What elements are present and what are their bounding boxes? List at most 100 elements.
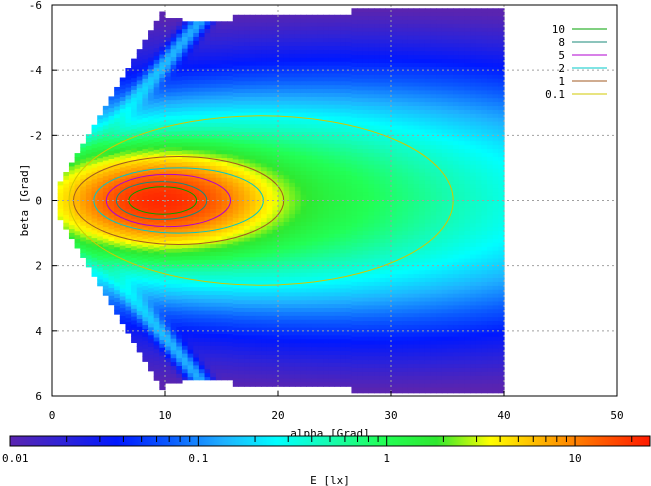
heatmap-cell xyxy=(221,107,228,112)
heatmap-cell xyxy=(170,326,177,332)
heatmap-cell xyxy=(311,241,319,247)
heatmap-cell xyxy=(362,231,369,236)
heatmap-cell xyxy=(334,57,341,63)
heatmap-cell xyxy=(294,30,302,35)
heatmap-cell xyxy=(198,40,206,46)
heatmap-cell xyxy=(170,111,177,117)
heatmap-cell xyxy=(170,96,177,101)
heatmap-cell xyxy=(334,268,341,274)
heatmap-cell xyxy=(210,310,217,316)
heatmap-cell xyxy=(215,21,223,26)
heatmap-cell xyxy=(311,167,319,172)
heatmap-cell xyxy=(153,188,160,194)
heatmap-cell xyxy=(272,30,279,35)
heatmap-cell xyxy=(176,166,183,172)
heatmap-cell xyxy=(210,64,217,69)
heatmap-cell xyxy=(283,100,290,106)
heatmap-cell xyxy=(142,360,149,362)
heatmap-cell xyxy=(306,308,313,313)
heatmap-cell xyxy=(272,116,279,121)
heatmap-cell xyxy=(238,65,245,71)
heatmap-cell xyxy=(85,216,93,221)
heatmap-cell xyxy=(165,350,172,355)
heatmap-cell xyxy=(379,227,386,232)
heatmap-cell xyxy=(204,298,211,304)
heatmap-cell xyxy=(249,335,256,340)
heatmap-cell xyxy=(351,12,358,17)
heatmap-cell xyxy=(379,12,386,17)
heatmap-cell xyxy=(283,159,290,164)
heatmap-cell xyxy=(272,42,279,47)
heatmap-cell xyxy=(142,172,149,178)
heatmap-cell xyxy=(272,378,279,383)
heatmap-cell xyxy=(368,117,375,123)
heatmap-cell xyxy=(289,378,296,383)
heatmap-cell xyxy=(210,173,217,179)
heatmap-cell xyxy=(244,112,251,118)
heatmap-cell xyxy=(306,225,313,231)
heatmap-cell xyxy=(153,173,160,178)
heatmap-cell xyxy=(119,312,127,317)
heatmap-cell xyxy=(165,276,172,281)
heatmap-cell xyxy=(255,81,262,86)
heatmap-cell xyxy=(227,138,234,144)
heatmap-cell xyxy=(278,182,285,188)
heatmap-cell xyxy=(176,236,183,242)
heatmap-cell xyxy=(283,292,290,297)
heatmap-cell xyxy=(311,65,319,71)
heatmap-cell xyxy=(317,354,324,360)
heatmap-cell xyxy=(176,209,183,215)
heatmap-cell xyxy=(328,335,336,340)
heatmap-cell xyxy=(379,211,386,217)
heatmap-cell xyxy=(317,347,324,352)
heatmap-cell xyxy=(266,327,273,333)
heatmap-cell xyxy=(176,248,183,254)
heatmap-cell xyxy=(227,330,234,335)
heatmap-cell xyxy=(176,283,183,289)
heatmap-cell xyxy=(278,335,285,340)
heatmap-cell xyxy=(323,65,330,71)
heatmap-cell xyxy=(374,16,381,21)
heatmap-cell xyxy=(306,331,313,336)
heatmap-cell xyxy=(153,310,160,315)
heatmap-cell xyxy=(215,44,223,50)
heatmap-cell xyxy=(80,214,87,219)
heatmap-cell xyxy=(159,371,166,376)
heatmap-cell xyxy=(170,221,177,226)
heatmap-cell xyxy=(198,236,206,241)
heatmap-cell xyxy=(210,193,217,198)
heatmap-cell xyxy=(362,117,369,123)
heatmap-cell xyxy=(283,315,290,321)
heatmap-cell xyxy=(306,26,313,32)
heatmap-cell xyxy=(362,23,369,29)
heatmap-cell xyxy=(102,121,110,126)
heatmap-cell xyxy=(210,259,217,265)
heatmap-cell xyxy=(379,379,386,385)
heatmap-cell xyxy=(306,46,313,51)
heatmap-cell xyxy=(385,242,392,248)
heatmap-cell xyxy=(193,338,200,343)
heatmap-cell xyxy=(306,175,313,180)
heatmap-cell xyxy=(311,26,319,32)
heatmap-cell xyxy=(204,40,211,46)
heatmap-cell xyxy=(266,339,273,344)
heatmap-cell xyxy=(227,263,234,269)
heatmap-cell xyxy=(278,300,285,305)
heatmap-cell xyxy=(272,296,279,301)
heatmap-cell xyxy=(125,271,132,276)
heatmap-cell xyxy=(345,104,353,110)
heatmap-cell xyxy=(159,355,166,361)
heatmap-cell xyxy=(176,49,183,54)
heatmap-cell xyxy=(221,79,228,85)
heatmap-cell xyxy=(266,296,273,301)
heatmap-cell xyxy=(283,257,290,262)
heatmap-cell xyxy=(278,265,285,270)
heatmap-cell xyxy=(204,122,211,128)
heatmap-cell xyxy=(232,120,240,125)
heatmap-cell xyxy=(193,216,200,222)
heatmap-cell xyxy=(80,190,87,196)
heatmap-cell xyxy=(396,195,403,201)
heatmap-cell xyxy=(198,119,206,124)
heatmap-cell xyxy=(323,14,330,20)
heatmap-cell xyxy=(311,382,319,387)
